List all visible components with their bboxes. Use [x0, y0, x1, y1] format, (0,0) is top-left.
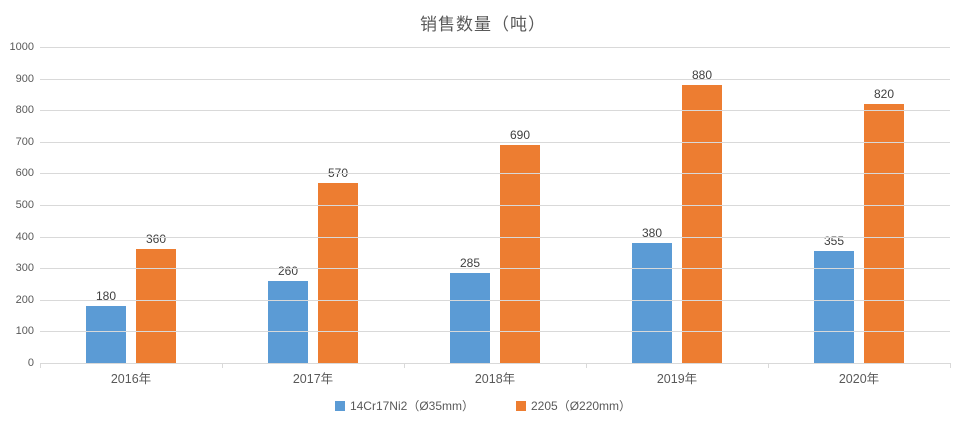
gridline [40, 141, 950, 143]
bar-groups: 180 360 260 570 285 690 380 880 355 820 [40, 47, 950, 363]
gridline [40, 173, 950, 175]
bar-group-2017年: 260 570 [222, 47, 404, 363]
bar-14Cr17Ni2（Ø35mm）-2016年: 180 [86, 289, 126, 363]
x-tick-label: 2020年 [838, 372, 880, 386]
x-axis-line [40, 363, 950, 364]
x-tick-label: 2019年 [656, 372, 698, 386]
bar-value-label: 690 [509, 127, 531, 142]
legend-label: 2205（Ø220mm） [531, 399, 632, 413]
axis-tick [950, 363, 951, 368]
plot-area: 180 360 260 570 285 690 380 880 355 820 [40, 47, 951, 368]
axis-tick [404, 363, 405, 368]
y-tick-label: 100 [15, 325, 34, 338]
bar-2205（Ø220mm）-2016年: 360 [136, 232, 176, 363]
bar-2205（Ø220mm）-2018年: 690 [500, 128, 540, 363]
y-tick-label: 300 [15, 262, 34, 275]
bar-value-label: 180 [95, 289, 117, 304]
x-axis: 2016年 2017年 2018年 2019年 2020年 [40, 368, 950, 387]
gridline [40, 299, 950, 301]
y-tick-label: 700 [15, 135, 34, 148]
gridline [40, 236, 950, 238]
bar-value-label: 360 [145, 232, 167, 247]
gridline [40, 110, 950, 112]
legend-item: 2205（Ø220mm） [516, 397, 631, 414]
gridline [40, 78, 950, 80]
y-tick-label: 600 [15, 167, 34, 180]
gridline [40, 205, 950, 206]
bar-value-label: 880 [691, 67, 713, 82]
y-tick-label: 400 [15, 230, 34, 243]
chart-title: 销售数量（吨） [420, 15, 546, 34]
bar-value-label: 570 [327, 165, 349, 180]
legend: 14Cr17Ni2（Ø35mm） 2205（Ø220mm） [0, 397, 966, 414]
y-tick-label: 900 [15, 72, 34, 85]
gridline [40, 47, 950, 48]
legend-swatch-icon [516, 400, 526, 411]
bar-value-label: 285 [459, 255, 481, 270]
bar-14Cr17Ni2（Ø35mm）-2019年: 380 [632, 226, 672, 363]
bar-2205（Ø220mm）-2020年: 820 [864, 87, 904, 363]
bar-14Cr17Ni2（Ø35mm）-2018年: 285 [450, 256, 490, 363]
bar-value-label: 260 [277, 263, 299, 278]
bar-group-2019年: 380 880 [586, 47, 768, 363]
y-tick-label: 200 [15, 293, 34, 306]
x-tick-label: 2016年 [110, 372, 152, 386]
legend-swatch-icon [334, 400, 345, 411]
x-tick-label: 2017年 [292, 372, 334, 386]
bar-14Cr17Ni2（Ø35mm）-2017年: 260 [268, 264, 308, 363]
bar-group-2018年: 285 690 [404, 47, 586, 363]
legend-item: 14Cr17Ni2（Ø35mm） [334, 397, 474, 414]
bar-2205（Ø220mm）-2019年: 880 [682, 68, 722, 363]
bar-2205（Ø220mm）-2017年: 570 [318, 166, 358, 363]
legend-label: 14Cr17Ni2（Ø35mm） [349, 399, 474, 413]
y-tick-label: 1000 [9, 41, 34, 53]
axis-tick [222, 363, 223, 368]
y-tick-label: 500 [15, 199, 34, 211]
gridline [40, 268, 950, 270]
y-tick-label: 0 [27, 357, 34, 369]
y-axis: 0 100 200 300 400 500 600 700 800 900 1000 [0, 41, 34, 369]
x-tick-label: 2018年 [474, 372, 516, 386]
axis-tick [586, 363, 587, 368]
gridline [40, 331, 950, 333]
y-tick-label: 800 [15, 104, 34, 117]
bar-value-label: 380 [641, 225, 663, 240]
bar-group-2020年: 355 820 [768, 47, 950, 363]
bar-value-label: 820 [873, 86, 895, 101]
axis-tick [768, 363, 769, 368]
axis-tick [40, 363, 41, 368]
